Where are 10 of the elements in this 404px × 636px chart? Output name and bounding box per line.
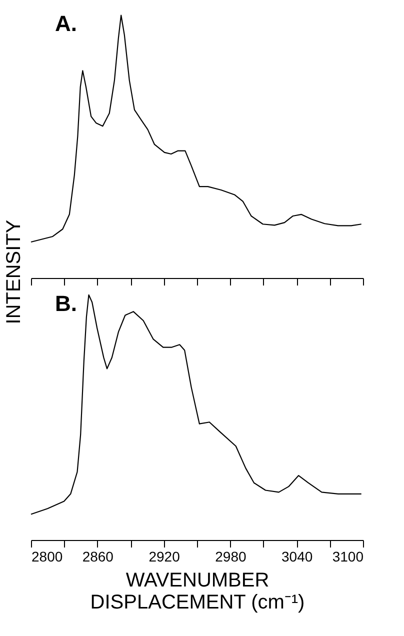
x-tick-label: 2800 <box>32 548 63 564</box>
y-axis-title: INTENSITY <box>3 220 25 324</box>
x-tick-label: 3040 <box>282 548 313 564</box>
x-tick-label: 2860 <box>82 548 114 564</box>
annotation: B. <box>55 291 77 316</box>
x-tick-label: 2920 <box>148 548 180 564</box>
x-axis-title: WAVENUMBER DISPLACEMENT (cm⁻¹) <box>90 570 305 614</box>
x-tick-label: 2980 <box>215 548 246 564</box>
annotation: A. <box>55 11 77 36</box>
x-tick-label: 3100 <box>332 548 364 564</box>
